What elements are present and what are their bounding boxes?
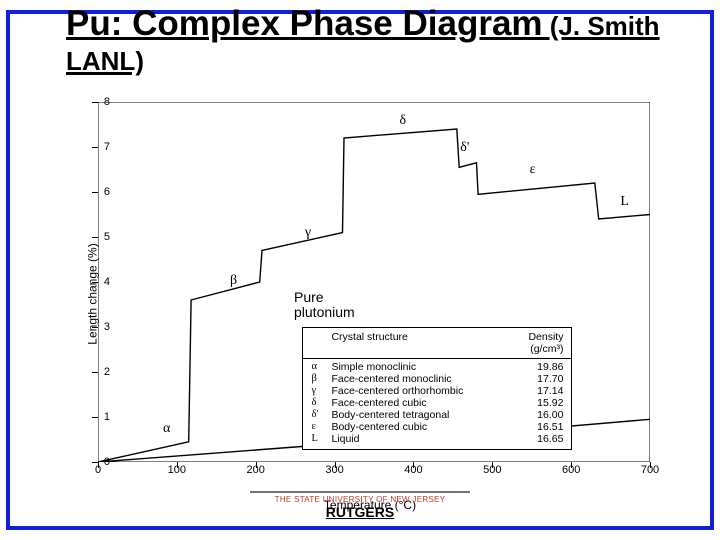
y-tick-label: 7 — [104, 141, 110, 153]
pure-pu-text: Pure plutonium — [294, 289, 355, 320]
table-row: βFace-centered monoclinic17.70 — [311, 373, 563, 385]
crystal-structure-name: Liquid — [331, 433, 523, 445]
x-tick-label: 200 — [247, 464, 265, 476]
x-tick-label: 300 — [325, 464, 343, 476]
crystal-structure-name: Body-centered tetragonal — [331, 409, 523, 421]
phase-symbol: γ — [311, 385, 331, 397]
x-tick-label: 0 — [95, 464, 101, 476]
density-value: 16.51 — [523, 421, 563, 433]
x-tick-label: 500 — [483, 464, 501, 476]
phase-symbol: L — [311, 433, 331, 445]
crystal-structure-name: Face-centered monoclinic — [331, 373, 523, 385]
x-tick-label: 600 — [562, 464, 580, 476]
crystal-structure-name: Body-centered cubic — [331, 421, 523, 433]
legend-head-structure: Crystal structure — [331, 331, 407, 355]
phase-label: α — [163, 421, 170, 437]
university-label: THE STATE UNIVERSITY OF NEW JERSEY — [250, 495, 470, 504]
y-tick-label: 3 — [104, 321, 110, 333]
pure-plutonium-label: Pure plutonium — [294, 290, 355, 321]
density-value: 19.86 — [523, 361, 563, 373]
table-row: δFace-centered cubic15.92 — [311, 397, 563, 409]
slide-frame: Pu: Complex Phase Diagram (J. Smith LANL… — [6, 10, 714, 530]
table-row: αSimple monoclinic19.86 — [311, 361, 563, 373]
phase-label: γ — [305, 225, 311, 241]
density-value: 16.65 — [523, 433, 563, 445]
y-tick-label: 6 — [104, 186, 110, 198]
footer: THE STATE UNIVERSITY OF NEW JERSEY RUTGE… — [250, 489, 470, 520]
density-value: 17.14 — [523, 385, 563, 397]
phase-label: β — [230, 273, 237, 289]
y-tick-label: 4 — [104, 276, 110, 288]
crystal-structure-name: Face-centered cubic — [331, 397, 523, 409]
title-main: Pu: Complex Phase Diagram — [66, 4, 543, 43]
legend-head-density: Density(g/cm³) — [528, 331, 563, 355]
phase-symbol: δ — [311, 397, 331, 409]
y-tick-label: 0 — [104, 456, 110, 468]
y-tick-label: 8 — [104, 96, 110, 108]
table-row: γFace-centered orthorhombic17.14 — [311, 385, 563, 397]
crystal-structure-name: Face-centered orthorhombic — [331, 385, 523, 397]
phase-label: δ — [400, 113, 407, 129]
phase-label: ε — [530, 162, 536, 178]
density-value: 16.00 — [523, 409, 563, 421]
slide-title: Pu: Complex Phase Diagram (J. Smith LANL… — [66, 6, 710, 76]
table-row: LLiquid16.65 — [311, 433, 563, 445]
table-row: δ'Body-centered tetragonal16.00 — [311, 409, 563, 421]
density-value: 17.70 — [523, 373, 563, 385]
y-tick-label: 1 — [104, 411, 110, 423]
phase-symbol: ε — [311, 421, 331, 433]
phase-symbol: β — [311, 373, 331, 385]
phase-symbol: α — [311, 361, 331, 373]
y-tick-label: 5 — [104, 231, 110, 243]
y-tick-label: 2 — [104, 366, 110, 378]
x-tick-label: 100 — [168, 464, 186, 476]
footer-divider — [250, 491, 470, 493]
x-tick-label: 400 — [404, 464, 422, 476]
phase-symbol: δ' — [311, 409, 331, 421]
density-value: 15.92 — [523, 397, 563, 409]
phase-diagram-chart: Length change (%) Pure plutonium αβγδδ'ε… — [70, 94, 670, 494]
crystal-structure-table: Crystal structure Density(g/cm³) αSimple m… — [302, 327, 572, 450]
rutgers-label: RUTGERS — [250, 504, 470, 520]
crystal-structure-name: Simple monoclinic — [331, 361, 523, 373]
x-tick-label: 700 — [641, 464, 659, 476]
phase-label: L — [620, 194, 629, 210]
phase-label: δ' — [460, 140, 469, 156]
table-row: εBody-centered cubic16.51 — [311, 421, 563, 433]
